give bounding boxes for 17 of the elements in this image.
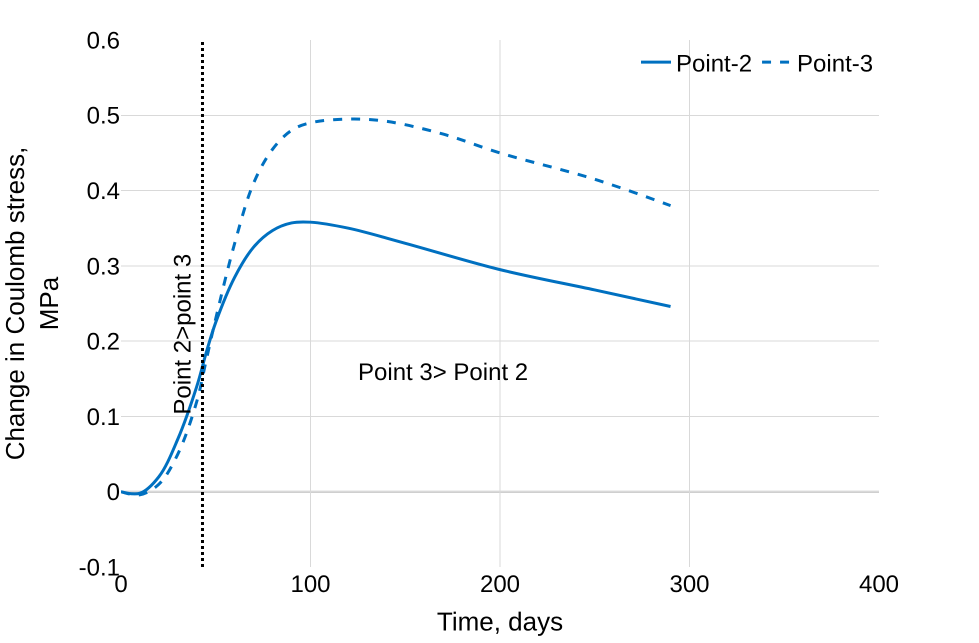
y-tick-label: 0.2 [86, 328, 120, 356]
x-tick-label: 400 [858, 571, 900, 598]
x-tick-label: 300 [669, 571, 710, 598]
annotation: Point 3> Point 2 [358, 359, 528, 386]
y-axis-title: Change in Coulomb stress, MPa [0, 146, 64, 460]
legend-label: Point-3 [797, 50, 874, 78]
x-tick-label: 100 [290, 571, 331, 598]
y-tick-label: 0.6 [86, 27, 120, 54]
y-tick-label: 0.3 [86, 253, 120, 280]
x-axis-title: Time, days [436, 606, 564, 637]
legend-label: Point-2 [676, 50, 752, 78]
x-tick-label: 200 [480, 571, 520, 598]
y-tick-label: 0.4 [86, 178, 120, 205]
y-tick-label: 0.1 [86, 404, 120, 431]
ref-line-label: Point 2>point 3 [169, 254, 196, 415]
y-tick-label: 0.5 [86, 102, 120, 130]
y-tick-label: 0 [106, 479, 120, 506]
